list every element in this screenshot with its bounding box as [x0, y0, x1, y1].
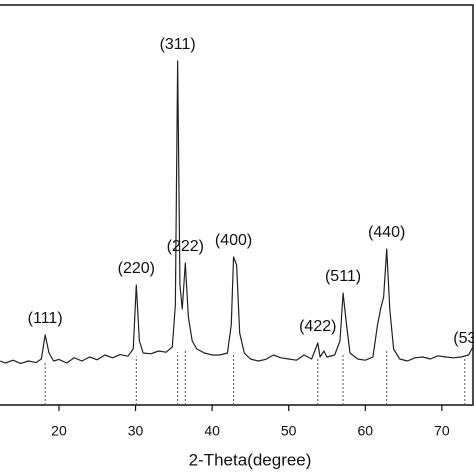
data-line: [0, 60, 474, 364]
x-tick-label: 50: [281, 423, 297, 439]
plot-frame: [0, 4, 474, 406]
x-tick-label: 40: [204, 423, 220, 439]
x-tick-label: 30: [128, 423, 144, 439]
x-tick-label: 60: [357, 423, 373, 439]
peak-label: (311): [160, 36, 196, 53]
peak-label: (400): [215, 232, 252, 249]
x-tick-label: 20: [51, 423, 67, 439]
peak-label: (53: [453, 330, 474, 347]
x-axis-label: 2-Theta(degree): [189, 450, 312, 469]
peak-label: (222): [167, 238, 204, 255]
peak-label: (220): [118, 260, 155, 277]
peak-label: (422): [299, 318, 336, 335]
x-tick-label: 70: [434, 423, 450, 439]
peak-label: (111): [28, 310, 63, 327]
peak-label: (511): [325, 268, 361, 285]
peak-label: (440): [368, 224, 405, 241]
